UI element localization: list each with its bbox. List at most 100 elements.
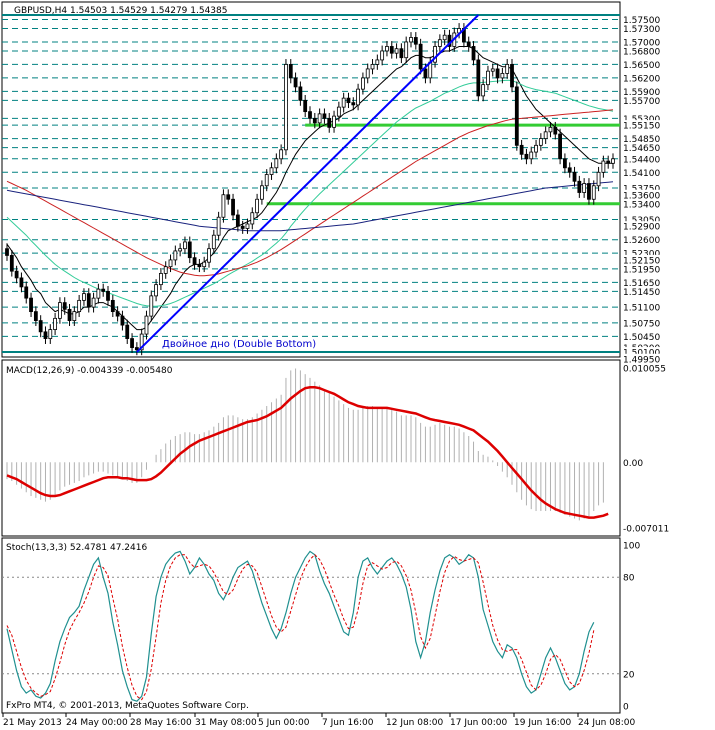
candle-body <box>370 64 375 70</box>
candle-body <box>154 284 158 297</box>
price-label: 1.56500 <box>623 61 660 71</box>
price-label: 1.53600 <box>623 191 660 201</box>
candle-body <box>433 46 437 63</box>
candle-body <box>298 86 303 101</box>
candle-body <box>293 77 298 88</box>
candle-body <box>120 315 125 326</box>
candle-body <box>183 241 187 250</box>
candle-body <box>226 194 231 200</box>
price-label-background <box>621 167 669 178</box>
candle-body <box>264 174 269 187</box>
price-label: 1.52900 <box>623 223 660 233</box>
price-label: 1.52150 <box>623 256 660 266</box>
stoch-pane-frame <box>1 537 621 714</box>
candle-body <box>197 264 202 268</box>
price-label: 1.54650 <box>623 144 660 154</box>
candle-body <box>385 46 389 52</box>
candle-body <box>231 198 235 216</box>
price-label: 1.51950 <box>623 265 660 275</box>
price-label-background <box>621 153 669 164</box>
candle-body <box>168 259 173 268</box>
time-label: 24 May 00:00 <box>66 718 128 728</box>
candle-body <box>442 34 447 41</box>
price-label-background <box>621 189 669 200</box>
double-bottom-annotation: Двойное дно (Double Bottom) <box>162 339 316 350</box>
candle-body <box>5 248 9 256</box>
time-label: 17 Jun 00:00 <box>450 718 507 728</box>
candle-body <box>48 329 53 339</box>
candle-body <box>572 171 577 182</box>
price-label: 1.50100 <box>623 349 660 359</box>
candle-body <box>543 131 548 139</box>
candle-body <box>192 257 197 265</box>
candle-body <box>596 171 601 187</box>
price-label-background <box>621 302 669 313</box>
candle-body <box>563 158 567 169</box>
candle-body <box>471 46 476 61</box>
candle-body <box>490 68 495 72</box>
candle-body <box>178 248 183 252</box>
price-label-background <box>621 113 669 124</box>
candle-body <box>144 315 149 335</box>
price-label-background <box>621 317 669 328</box>
candle-body <box>207 248 211 263</box>
price-label: 1.53050 <box>623 216 660 226</box>
candle-body <box>33 311 38 321</box>
candle-body <box>418 43 423 70</box>
price-label-background <box>621 95 669 106</box>
candle-body <box>308 111 312 119</box>
price-label-background <box>621 214 669 225</box>
candle-body <box>260 185 264 200</box>
stoch-axis-label: 20 <box>623 670 635 680</box>
candle-body <box>500 73 505 79</box>
candle-body <box>466 41 471 47</box>
price-label-background <box>621 86 669 97</box>
candle-body <box>601 160 606 173</box>
candle-body <box>245 223 250 229</box>
price-label-background <box>621 36 669 47</box>
macd-signal-line <box>6 386 609 519</box>
candle-body <box>413 37 418 45</box>
price-label: 1.57000 <box>623 38 660 48</box>
price-label-background <box>621 254 669 265</box>
price-label: 1.51650 <box>623 279 660 289</box>
symbol-header: GBPUSD,H4 1.54503 1.54529 1.54279 1.5438… <box>14 6 227 16</box>
price-label: 1.49950 <box>623 355 660 365</box>
candle-body <box>577 180 582 193</box>
candle-body <box>134 347 139 351</box>
candle-body <box>211 234 216 250</box>
candle-body <box>149 295 154 317</box>
macd-pane-frame <box>1 359 621 537</box>
stoch-axis-label: 80 <box>623 574 635 584</box>
candle-body <box>519 144 524 155</box>
candle-body <box>62 302 67 310</box>
candle-body <box>250 212 255 225</box>
candle-body <box>67 308 72 321</box>
price-label: 1.56800 <box>623 47 660 57</box>
candle-body <box>389 46 394 54</box>
price-label-background <box>621 248 669 259</box>
candle-body <box>553 126 558 135</box>
candle-body <box>399 48 404 59</box>
price-label: 1.55900 <box>623 88 660 98</box>
candle-body <box>495 68 500 79</box>
candle-body <box>481 84 486 97</box>
candle-body <box>529 151 534 160</box>
candle-body <box>53 317 57 330</box>
candle-body <box>505 64 510 74</box>
candle-body <box>101 288 106 292</box>
price-label: 1.57300 <box>623 25 660 35</box>
price-label: 1.53400 <box>623 200 660 210</box>
time-label: 21 May 2013 <box>3 718 62 728</box>
candle-body <box>375 59 380 65</box>
time-label: 28 May 16:00 <box>130 718 192 728</box>
price-label: 1.50750 <box>623 319 660 329</box>
candle-body <box>538 138 543 146</box>
candle-body <box>611 158 615 164</box>
stochastic-chart: Stoch(13,3,3) 52.4781 47.2416 100 80 20 0 <box>1 537 640 714</box>
price-label: 1.50450 <box>623 333 660 343</box>
candle-body <box>437 39 442 47</box>
candle-body <box>96 288 101 299</box>
candle-body <box>29 297 33 313</box>
